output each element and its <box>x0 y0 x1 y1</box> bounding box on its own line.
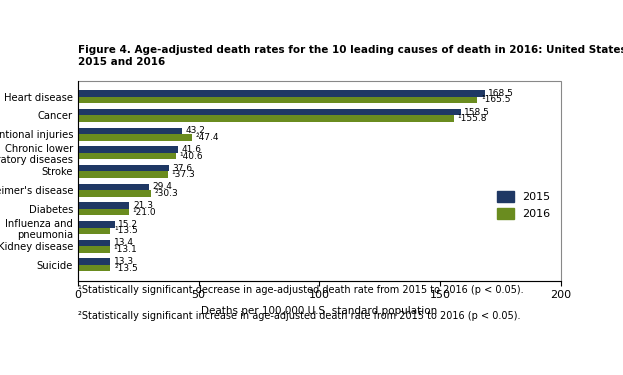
Text: 21.3: 21.3 <box>133 201 153 210</box>
Bar <box>78 153 176 159</box>
Text: 15.2: 15.2 <box>118 220 138 229</box>
Bar <box>78 134 193 141</box>
Text: ¹Statistically significant decrease in age-adjusted death rate from 2015 to 2016: ¹Statistically significant decrease in a… <box>78 285 523 295</box>
Text: ²13.5: ²13.5 <box>114 264 138 273</box>
X-axis label: Deaths per 100,000 U.S. standard population: Deaths per 100,000 U.S. standard populat… <box>201 306 437 316</box>
Text: ¹155.8: ¹155.8 <box>458 114 487 123</box>
Bar <box>78 81 561 280</box>
Bar <box>78 246 110 253</box>
Bar <box>78 171 168 178</box>
Text: ²30.3: ²30.3 <box>155 189 178 198</box>
Text: 41.6: 41.6 <box>182 145 202 154</box>
Bar <box>78 146 178 153</box>
Text: 168.5: 168.5 <box>488 89 514 98</box>
Text: ¹165.5: ¹165.5 <box>481 96 510 105</box>
Bar <box>78 265 110 272</box>
Text: 43.2: 43.2 <box>186 126 206 135</box>
Text: 13.4: 13.4 <box>114 238 134 248</box>
Text: ¹13.1: ¹13.1 <box>113 245 137 254</box>
Bar <box>78 240 110 246</box>
Bar <box>78 128 182 134</box>
Bar <box>78 221 115 228</box>
Text: ¹40.6: ¹40.6 <box>179 152 203 160</box>
Bar <box>78 90 485 97</box>
Bar <box>78 109 460 115</box>
Legend: 2015, 2016: 2015, 2016 <box>493 186 555 224</box>
Bar <box>78 228 110 234</box>
Bar <box>78 116 454 122</box>
Bar <box>78 258 110 265</box>
Bar <box>78 97 477 103</box>
Bar <box>78 209 128 215</box>
Text: ¹13.5: ¹13.5 <box>114 226 138 236</box>
Text: 158.5: 158.5 <box>464 108 490 117</box>
Bar <box>78 190 151 197</box>
Text: 29.4: 29.4 <box>153 182 173 191</box>
Text: ¹37.3: ¹37.3 <box>171 170 195 179</box>
Text: 37.6: 37.6 <box>173 164 193 173</box>
Bar <box>78 184 149 190</box>
Text: ¹21.0: ¹21.0 <box>132 208 156 217</box>
Text: Figure 4. Age-adjusted death rates for the 10 leading causes of death in 2016: U: Figure 4. Age-adjusted death rates for t… <box>78 45 623 67</box>
Bar <box>78 202 130 209</box>
Bar <box>78 165 169 171</box>
Text: ²47.4: ²47.4 <box>196 133 219 142</box>
Text: ²Statistically significant increase in age-adjusted death rate from 2015 to 2016: ²Statistically significant increase in a… <box>78 310 520 321</box>
Text: 13.3: 13.3 <box>113 257 134 266</box>
